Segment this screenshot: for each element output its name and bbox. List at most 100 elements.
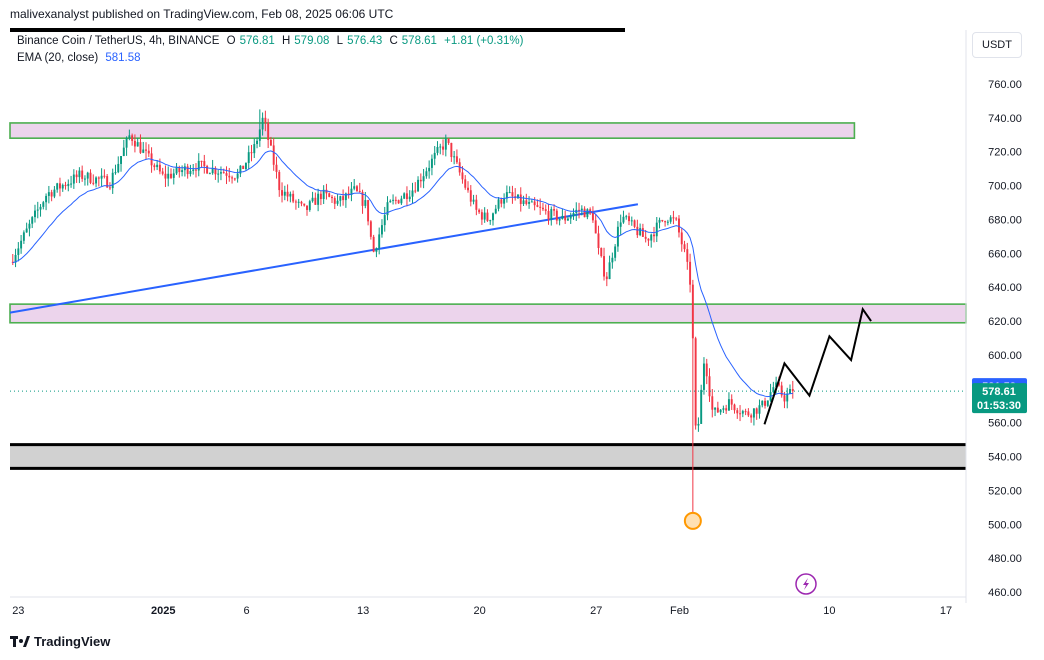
- candle-body-130: [372, 236, 375, 252]
- candle-body-263: [741, 411, 744, 414]
- candle-body-46: [139, 142, 142, 153]
- candle-body-220: [622, 216, 625, 223]
- candle-body-101: [292, 193, 295, 202]
- candle-body-103: [297, 201, 300, 203]
- candle-body-99: [286, 191, 289, 197]
- candle-body-216: [611, 257, 614, 263]
- candle-body-60: [178, 167, 181, 173]
- candles-layer: [11, 109, 794, 525]
- y-tick-label-10: 560.00: [988, 418, 1022, 430]
- candle-body-176: [500, 199, 503, 204]
- y-tick-label-8: 600.00: [988, 350, 1022, 362]
- candle-body-7: [31, 217, 34, 224]
- candle-body-51: [153, 165, 156, 168]
- candle-body-24: [78, 170, 81, 178]
- candle-body-225: [636, 226, 639, 236]
- candle-body-165: [469, 190, 472, 202]
- candle-body-243: [686, 249, 689, 262]
- candle-body-173: [492, 213, 494, 221]
- candle-body-256: [722, 408, 725, 410]
- candle-body-264: [744, 411, 747, 413]
- candle-body-73: [214, 167, 217, 175]
- candle-body-38: [117, 163, 120, 173]
- x-tick-label-4: 20: [474, 605, 486, 617]
- candle-body-190: [539, 206, 542, 208]
- symbol-title[interactable]: Binance Coin / TetherUS, 4h, BINANCE: [17, 35, 220, 47]
- currency-button[interactable]: USDT: [972, 32, 1022, 58]
- candle-body-145: [414, 190, 417, 192]
- candle-body-45: [136, 142, 139, 147]
- candle-body-81: [236, 173, 239, 179]
- candle-body-186: [528, 201, 531, 204]
- tradingview-logo[interactable]: TradingView: [10, 634, 110, 649]
- candle-body-135: [386, 202, 389, 216]
- candle-body-157: [447, 138, 450, 143]
- x-tick-label-7: 10: [823, 605, 835, 617]
- countdown-tag-text: 01:53:30: [977, 400, 1021, 412]
- candle-body-126: [361, 191, 364, 206]
- ema-legend-value: 581.58: [105, 52, 141, 64]
- candle-body-104: [300, 201, 303, 204]
- open-label: O: [226, 35, 236, 47]
- candle-body-102: [294, 201, 297, 203]
- y-tick-label-4: 680.00: [988, 214, 1022, 226]
- candle-body-78: [228, 175, 231, 178]
- candle-body-159: [453, 156, 456, 158]
- candle-body-241: [680, 232, 683, 245]
- candle-body-224: [633, 220, 636, 227]
- x-tick-label-2: 6: [243, 605, 249, 617]
- candle-body-36: [111, 172, 114, 189]
- candle-body-228: [644, 236, 647, 239]
- candle-body-180: [511, 192, 514, 197]
- candle-body-9: [36, 209, 39, 211]
- close-label: C: [389, 35, 398, 47]
- candle-body-1: [14, 254, 17, 263]
- candle-body-156: [444, 138, 447, 150]
- candle-body-233: [658, 219, 661, 223]
- support-zone: [10, 444, 966, 469]
- marker-layer: [683, 511, 817, 595]
- candle-body-3: [20, 240, 23, 249]
- candle-body-237: [669, 217, 672, 222]
- tradingview-icon: [10, 635, 30, 647]
- candle-body-69: [203, 161, 206, 166]
- candle-body-57: [170, 173, 172, 178]
- candle-body-207: [586, 209, 589, 218]
- candle-body-254: [716, 407, 719, 413]
- y-tick-label-6: 640.00: [988, 282, 1022, 294]
- candle-body-74: [217, 173, 220, 175]
- x-tick-label-1: 2025: [151, 605, 175, 617]
- candle-body-211: [597, 233, 600, 249]
- ema-label[interactable]: EMA (20, close): [17, 52, 99, 64]
- candle-body-112: [322, 189, 325, 200]
- candle-body-33: [103, 175, 106, 177]
- candle-body-242: [683, 244, 686, 250]
- candle-body-192: [544, 209, 547, 211]
- candle-body-91: [264, 117, 267, 123]
- candle-body-272: [766, 400, 769, 406]
- candle-body-15: [53, 189, 56, 197]
- low-marker-icon: [683, 511, 702, 530]
- candle-body-76: [222, 172, 225, 174]
- high-label: H: [281, 35, 291, 47]
- candle-body-234: [661, 219, 664, 222]
- candle-body-222: [628, 216, 630, 222]
- candle-body-231: [653, 234, 655, 237]
- candle-body-195: [553, 209, 556, 211]
- candle-body-246: [694, 338, 697, 426]
- candle-body-87: [253, 144, 256, 154]
- candle-body-95: [275, 164, 278, 172]
- candle-body-113: [325, 189, 328, 194]
- candle-body-258: [727, 399, 730, 411]
- projection-path: [763, 306, 872, 425]
- candle-body-278: [783, 395, 786, 402]
- ema-legend: EMA (20, close) 581.58: [17, 52, 145, 64]
- open-value: 576.81: [239, 35, 275, 47]
- candle-body-255: [719, 409, 722, 413]
- candle-body-162: [461, 172, 464, 180]
- candle-body-153: [436, 146, 439, 153]
- tradingview-wordmark: TradingView: [34, 634, 111, 649]
- y-tick-label-5: 660.00: [988, 248, 1022, 260]
- candle-body-40: [122, 147, 125, 156]
